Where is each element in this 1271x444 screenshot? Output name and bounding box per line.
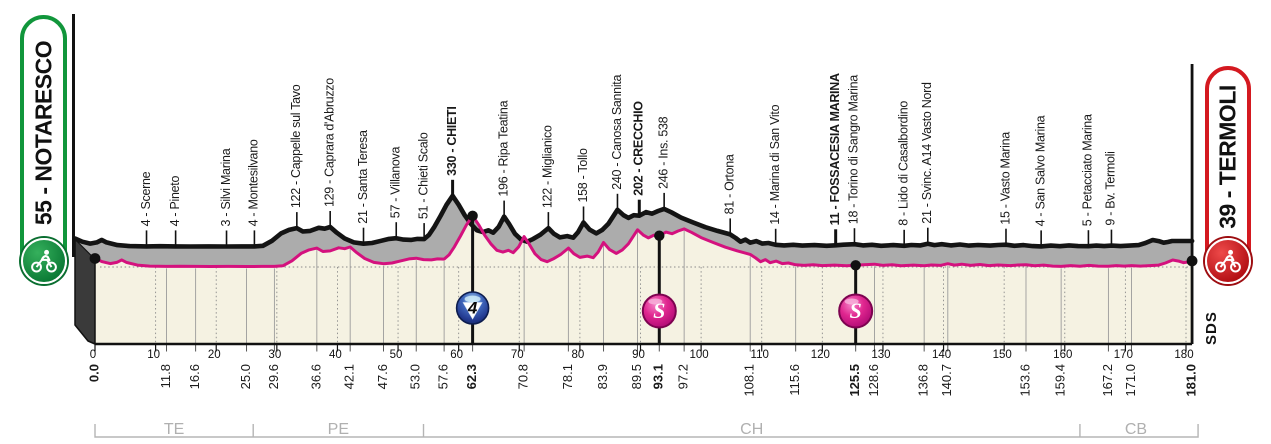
km-tick-label: 80 bbox=[571, 349, 584, 361]
distance-label: 57.6 bbox=[436, 364, 451, 389]
km-tick-label: 110 bbox=[751, 349, 769, 361]
finish-cyclist-icon bbox=[1205, 238, 1251, 284]
town-label: 4 - Scerne bbox=[139, 171, 153, 226]
town-label: 3 - Silvi Marina bbox=[219, 148, 233, 226]
start-location-label: 55 - NOTARESCO bbox=[30, 40, 56, 226]
distance-label: 97.2 bbox=[676, 364, 691, 389]
km-tick-label: 60 bbox=[450, 349, 463, 361]
start-dot bbox=[89, 253, 101, 264]
distance-label: 89.5 bbox=[629, 364, 644, 389]
svg-text:S: S bbox=[653, 298, 665, 323]
distance-label: 171.0 bbox=[1123, 364, 1138, 397]
finish-location-label: 39 - TERMOLI bbox=[1214, 85, 1241, 230]
km-tick-label: 50 bbox=[390, 349, 403, 361]
km-tick-label: 140 bbox=[932, 349, 951, 361]
distance-label: 153.6 bbox=[1017, 364, 1032, 397]
distance-label: 47.6 bbox=[375, 364, 390, 389]
province-bracket bbox=[94, 424, 1199, 438]
distance-label: 53.0 bbox=[408, 364, 423, 389]
start-location-box: 55 - NOTARESCO bbox=[20, 15, 67, 284]
town-label: 9 - Bv. Termoli bbox=[1104, 151, 1118, 225]
town-label: 18 - Torino di Sangro Marina bbox=[847, 75, 861, 224]
province-label: CB bbox=[1125, 421, 1147, 438]
plot-area-fill bbox=[95, 215, 1193, 344]
province-label: PE bbox=[328, 421, 349, 438]
finish-location-box: 39 - TERMOLI bbox=[1205, 66, 1251, 284]
distance-label: 36.6 bbox=[308, 364, 323, 389]
town-label: 21 - Svinc. A14 Vasto Nord bbox=[920, 82, 934, 224]
distance-label: 128.6 bbox=[866, 364, 881, 397]
town-label: 129 - Caprara d'Abruzzo bbox=[322, 78, 336, 207]
town-label: 202 - CRECCHIO bbox=[632, 101, 646, 196]
town-label: 246 - Ins. 538 bbox=[656, 116, 670, 189]
km-tick-label: 130 bbox=[871, 349, 890, 361]
km-tick-label: 120 bbox=[811, 349, 830, 361]
distance-label: 78.1 bbox=[560, 364, 575, 389]
km-tick-label: 180 bbox=[1174, 349, 1193, 361]
town-label: 122 - Cappelle sul Tavo bbox=[289, 84, 303, 208]
town-label: 14 - Marina di San Vito bbox=[768, 104, 782, 224]
svg-text:4: 4 bbox=[467, 299, 478, 318]
cat4-climb-icon: 4 bbox=[455, 291, 490, 325]
sds-branding-label: SDS bbox=[1203, 311, 1220, 345]
km-tick-label: 150 bbox=[993, 349, 1012, 361]
town-label: 330 - CHIETI bbox=[445, 106, 459, 175]
distance-label: 62.3 bbox=[464, 364, 479, 389]
km-tick-label: 0 bbox=[90, 349, 96, 361]
distance-label: 108.1 bbox=[742, 364, 757, 397]
distance-label: 70.8 bbox=[516, 364, 531, 389]
province-label: TE bbox=[164, 421, 184, 438]
distance-label: 136.8 bbox=[916, 364, 931, 397]
town-label: 240 - Canosa Sannita bbox=[610, 75, 624, 190]
sprint-icon: S bbox=[641, 293, 677, 329]
distance-label: 125.5 bbox=[847, 364, 862, 397]
distance-label: 115.6 bbox=[787, 364, 802, 396]
town-label: 158 - Tollo bbox=[576, 148, 590, 202]
town-label: 196 - Ripa Teatina bbox=[496, 100, 510, 196]
town-label: 122 - Miglianico bbox=[541, 125, 555, 208]
town-label: 57 - Villanova bbox=[389, 147, 403, 219]
distance-label: 0.0 bbox=[86, 364, 101, 382]
town-label: 8 - Lido di Casalbordino bbox=[896, 101, 910, 226]
km-tick-label: 20 bbox=[208, 349, 221, 361]
km-tick-label: 10 bbox=[147, 349, 160, 361]
km-tick-label: 100 bbox=[690, 349, 709, 361]
distance-label: 16.6 bbox=[187, 364, 202, 389]
profile-front-line bbox=[93, 214, 1194, 268]
svg-text:S: S bbox=[850, 298, 862, 323]
distance-label: 11.8 bbox=[158, 364, 173, 388]
town-label: 4 - San Salvo Marina bbox=[1033, 115, 1047, 226]
distance-label: 181.0 bbox=[1183, 364, 1198, 397]
town-label: 4 - Pineto bbox=[168, 176, 182, 227]
key-point-dot bbox=[467, 210, 478, 222]
distance-label: 167.2 bbox=[1100, 364, 1115, 397]
key-point-dot bbox=[850, 260, 861, 271]
distance-label: 93.1 bbox=[651, 364, 666, 389]
km-tick-label: 170 bbox=[1114, 349, 1133, 361]
town-label: 4 - Montesilvano bbox=[247, 139, 261, 226]
km-tick-label: 30 bbox=[268, 349, 281, 361]
distance-label: 159.4 bbox=[1053, 364, 1068, 397]
km-tick-label: 160 bbox=[1053, 349, 1072, 361]
km-tick-label: 70 bbox=[511, 349, 524, 361]
town-label: 21 - Santa Teresa bbox=[356, 130, 370, 224]
distance-label: 29.6 bbox=[266, 364, 281, 389]
town-label: 51 - Chieti Scalo bbox=[416, 132, 430, 219]
town-label: 11 - FOSSACESIA MARINA bbox=[828, 73, 842, 225]
province-label: CH bbox=[740, 421, 763, 438]
key-point-dot bbox=[654, 230, 665, 241]
km-tick-label: 90 bbox=[632, 349, 645, 361]
town-label: 15 - Vasto Marina bbox=[998, 132, 1012, 225]
km-tick-label: 40 bbox=[329, 349, 342, 361]
distance-label: 83.9 bbox=[595, 364, 610, 389]
distance-label: 25.0 bbox=[238, 364, 253, 389]
distance-label: 42.1 bbox=[342, 364, 357, 389]
start-cyclist-icon bbox=[20, 238, 67, 284]
distance-label: 140.7 bbox=[939, 364, 954, 397]
town-label: 81 - Ortona bbox=[723, 154, 737, 214]
sprint-icon: S bbox=[838, 293, 874, 329]
town-label: 5 - Petacciato Marina bbox=[1081, 114, 1095, 226]
